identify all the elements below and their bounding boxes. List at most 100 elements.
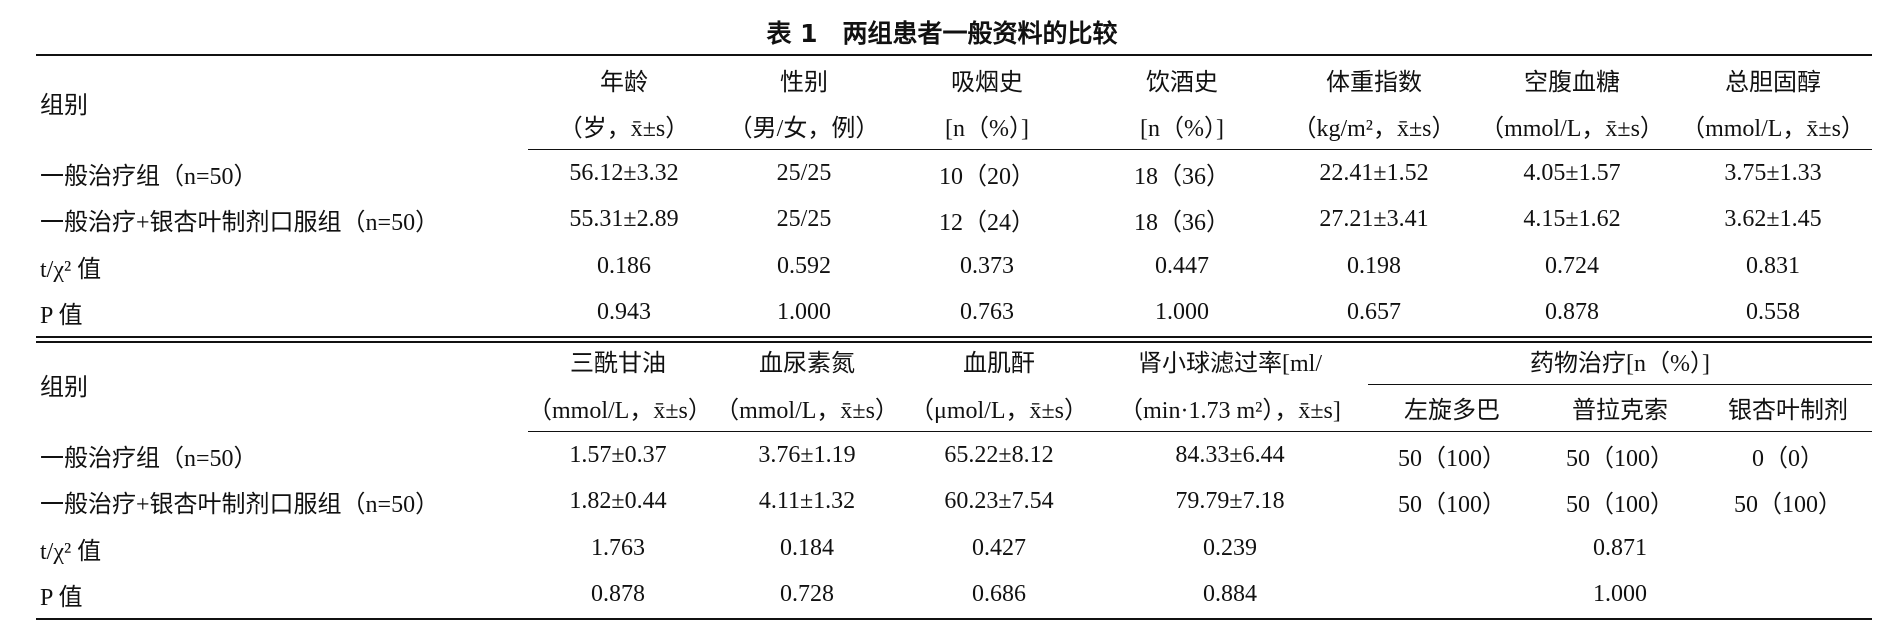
header-cell: 血肌酐 [963,351,1035,377]
header-cell: 三酰甘油 [570,351,666,377]
table-cell: 1.000 [1155,299,1209,326]
table: 组别 年龄 性别 吸烟史 饮酒史 体重指数 空腹血糖 总胆固醇 （岁，x̄±s） （男/女，例）[… [36,54,1872,343]
header-cell: 血尿素氮 [759,351,855,377]
header-cell: 年龄 [600,69,648,96]
table-cell: 0.186 [597,252,651,279]
table-cell: 50（100） [1734,492,1843,519]
table-cell: 55.31±2.89 [569,206,679,233]
table: 组别 三酰甘油 血尿素氮 血肌酐 肾小球滤过率[ml/药物治疗[n（%）] （mmol/L… [36,337,1873,620]
table-cell: 12（24） [939,210,1035,237]
table-cell: 0.558 [1746,299,1800,326]
header-cell: （岁，x̄±s） [528,102,720,150]
table-cell: 18（36） [1134,163,1230,190]
table-row: 一般治疗+银杏叶制剂口服组（n=50） 1.82±0.44 4.11±1.32 60.… [36,479,1872,526]
header-row: 组别 三酰甘油 血尿素氮 血肌酐 肾小球滤过率[ml/药物治疗[n（%）] [36,337,1873,401]
table-cell: 1.000 [777,299,831,326]
table-cell: 4.11±1.32 [758,488,856,515]
table-row: 一般治疗+银杏叶制剂口服组（n=50） 55.31±2.89 25/25 12（24）… [36,197,1872,244]
header-cell: 总胆固醇 [1725,69,1821,96]
table-body: 组别 三酰甘油 血尿素氮 血肌酐 肾小球滤过率[ml/药物治疗[n（%）] （mmol/L… [36,337,1873,620]
header-cell: （kg/m²，x̄±s） [1278,102,1470,150]
table-cell: 1.82±0.44 [569,488,667,515]
header-cell: （μmol/L，x̄±s） [906,384,1092,432]
row-label: 一般治疗+银杏叶制剂口服组（n=50） [40,210,440,237]
table-cell: 1.57±0.37 [569,441,667,468]
table-cell: 56.12±3.32 [569,159,679,186]
table-cell: 50（100） [1566,445,1674,472]
table-cell: 0.724 [1545,252,1599,279]
row-label: 一般治疗组（n=50） [40,445,258,472]
table-cell: 25/25 [776,206,832,233]
header-cell: （mmol/L，x̄±s） [528,384,712,432]
table-cell: 3.75±1.33 [1724,159,1822,186]
row-label: P 值 [40,585,83,612]
table-row: P 值 0.943 1.000 0.763 1.000 0.657 0.878 0.558 [36,290,1872,340]
header-cell: 肾小球滤过率[ml/ [1138,351,1322,377]
table-row: t/χ² 值 1.763 0.184 0.427 0.239 0.871 [36,525,1872,572]
table-cell: 0.871 [1593,534,1648,561]
table-cell: 4.05±1.57 [1523,159,1621,186]
header-cell: 性别 [780,69,828,96]
header-cell: 组别 [40,93,88,120]
table-cell: 50（100） [1566,492,1674,519]
table-cell: 0（0） [1752,445,1825,472]
table-cell: 1.763 [591,534,645,561]
table-row: 一般治疗组（n=50） 56.12±3.32 25/25 10（20） 18（36） 22… [36,150,1872,197]
table-cell: 84.33±6.44 [1175,441,1285,468]
header-cell: 左旋多巴 [1368,384,1536,432]
table-cell: 79.79±7.18 [1175,488,1285,515]
table-cell: 0.447 [1155,252,1209,279]
row-label: 一般治疗组（n=50） [40,163,258,190]
header-cell: [n（%）] [1086,102,1278,150]
header-cell: 空腹血糖 [1524,69,1620,96]
table-cell: 0.427 [972,534,1026,561]
table-cell: 0.878 [1545,299,1599,326]
table-cell: 0.878 [591,581,645,608]
table-cell: 50（100） [1398,445,1506,472]
row-label: P 值 [40,303,83,330]
table-cell: 22.41±1.52 [1319,159,1429,186]
header-row: （岁，x̄±s） （男/女，例） [n（%）] [n（%）] （kg/m²，x̄±s）（… [36,102,1872,150]
header-row: 组别 年龄 性别 吸烟史 饮酒史 体重指数 空腹血糖 总胆固醇 [36,55,1872,120]
header-cell: 体重指数 [1326,69,1422,96]
table-cell: 25/25 [776,159,832,186]
table-cell: 0.884 [1203,581,1257,608]
row-label: 一般治疗+银杏叶制剂口服组（n=50） [40,492,440,519]
row-label: t/χ² 值 [40,256,102,283]
table-cell: 18（36） [1134,210,1230,237]
header-cell: 银杏叶制剂 [1704,384,1873,432]
table-cell: 0.831 [1746,252,1800,279]
table-cell: 0.592 [777,252,831,279]
header-cell: （mmol/L，x̄±s） [1674,102,1872,150]
table-row: P 值 0.878 0.728 0.686 0.884 1.000 [36,572,1872,620]
table-cell: 0.184 [780,534,834,561]
header-cell: 普拉克索 [1536,384,1704,432]
row-label: t/χ² 值 [40,538,102,565]
header-group-cell: 药物治疗[n（%）] [1368,337,1873,385]
header-row: （mmol/L，x̄±s） （mmol/L，x̄±s） （μmol/L，x̄±s）（… [36,384,1873,432]
table-cell: 10（20） [939,163,1035,190]
table-cell: 3.76±1.19 [758,441,856,468]
header-cell: （mmol/L，x̄±s） [1470,102,1674,150]
header-cell: 饮酒史 [1146,69,1218,96]
table-row: t/χ² 值 0.186 0.592 0.373 0.447 0.198 0.724 0.83… [36,243,1872,290]
table-cell: 0.373 [960,252,1014,279]
table-cell: 3.62±1.45 [1724,206,1822,233]
header-cell: [n（%）] [888,102,1086,150]
table-body: 组别 年龄 性别 吸烟史 饮酒史 体重指数 空腹血糖 总胆固醇 （岁，x̄±s） （男/女，例）[… [36,55,1872,340]
header-cell: （男/女，例） [720,102,888,150]
table-cell: 0.657 [1347,299,1401,326]
table-cell: 0.763 [960,299,1014,326]
table-cell: 50（100） [1398,492,1506,519]
table-cell: 0.239 [1203,534,1257,561]
header-cell: （min·1.73 m²），x̄±s] [1092,384,1368,432]
table-cell: 4.15±1.62 [1523,206,1621,233]
table-cell: 1.000 [1593,581,1648,608]
table-cell: 65.22±8.12 [944,441,1054,468]
table-cell: 60.23±7.54 [944,488,1054,515]
header-cell: 组别 [40,374,88,401]
table-row: 一般治疗组（n=50） 1.57±0.37 3.76±1.19 65.22±8.12 8… [36,432,1872,479]
header-cell: （mmol/L，x̄±s） [708,384,906,432]
table-cell: 0.686 [972,581,1026,608]
